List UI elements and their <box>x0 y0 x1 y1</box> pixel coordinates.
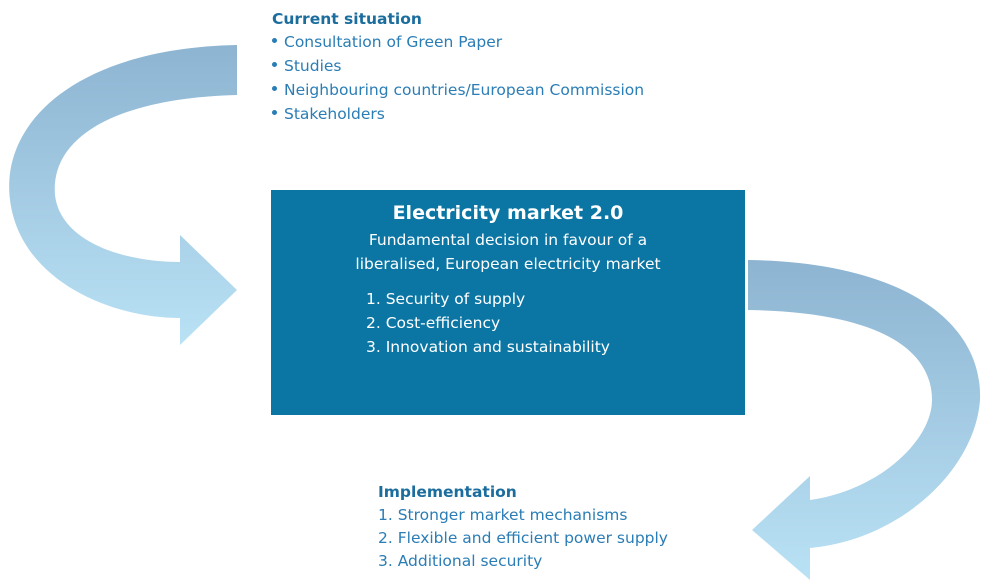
item-text: Fundamental decision in favour of a <box>368 231 648 249</box>
current-item: Neighbouring countries/European Commissi… <box>272 81 644 99</box>
central-box: Electricity market 2.0 Fundamental decis… <box>271 190 745 415</box>
arrow-right <box>748 260 981 580</box>
box-item: 2. Cost-efficiency <box>366 314 500 332</box>
implementation-item: 3. Additional security <box>378 552 542 570</box>
item-text: 3. Additional security <box>378 552 543 570</box>
implementation-item: 1. Stronger market mechanisms <box>378 506 627 524</box>
current-item: Stakeholders <box>272 105 385 123</box>
item-text: 3. Innovation and sustainability <box>366 338 610 356</box>
implementation-item: 2. Flexible and efficient power supply <box>378 529 668 547</box>
item-text: Stakeholders <box>284 105 385 123</box>
box-title: Electricity market 2.0 <box>392 202 624 224</box>
arrow-left <box>9 45 237 345</box>
item-text: liberalised, European electricity market <box>355 255 661 273</box>
box-subtitle: Fundamental decision in favour of a <box>271 231 745 249</box>
current-title: Current situation <box>272 10 422 28</box>
item-text: 1. Stronger market mechanisms <box>378 506 628 524</box>
bullet <box>272 62 277 67</box>
item-text: Studies <box>284 57 342 75</box>
current-item: Studies <box>272 57 342 75</box>
item-text: 1. Security of supply <box>366 290 526 308</box>
bullet <box>272 110 277 115</box>
implementation-title: Implementation <box>378 483 517 501</box>
item-text: 2. Cost-efficiency <box>366 314 501 332</box>
box-item: 3. Innovation and sustainability <box>366 338 610 356</box>
item-text: Neighbouring countries/European Commissi… <box>284 81 645 99</box>
box-subtitle: liberalised, European electricity market <box>271 255 745 273</box>
bullet <box>272 86 277 91</box>
current-item: Consultation of Green Paper <box>272 33 502 51</box>
item-text: 2. Flexible and efficient power supply <box>378 529 668 547</box>
bullet <box>272 38 277 43</box>
box-item: 1. Security of supply <box>366 290 525 308</box>
item-text: Consultation of Green Paper <box>284 33 503 51</box>
